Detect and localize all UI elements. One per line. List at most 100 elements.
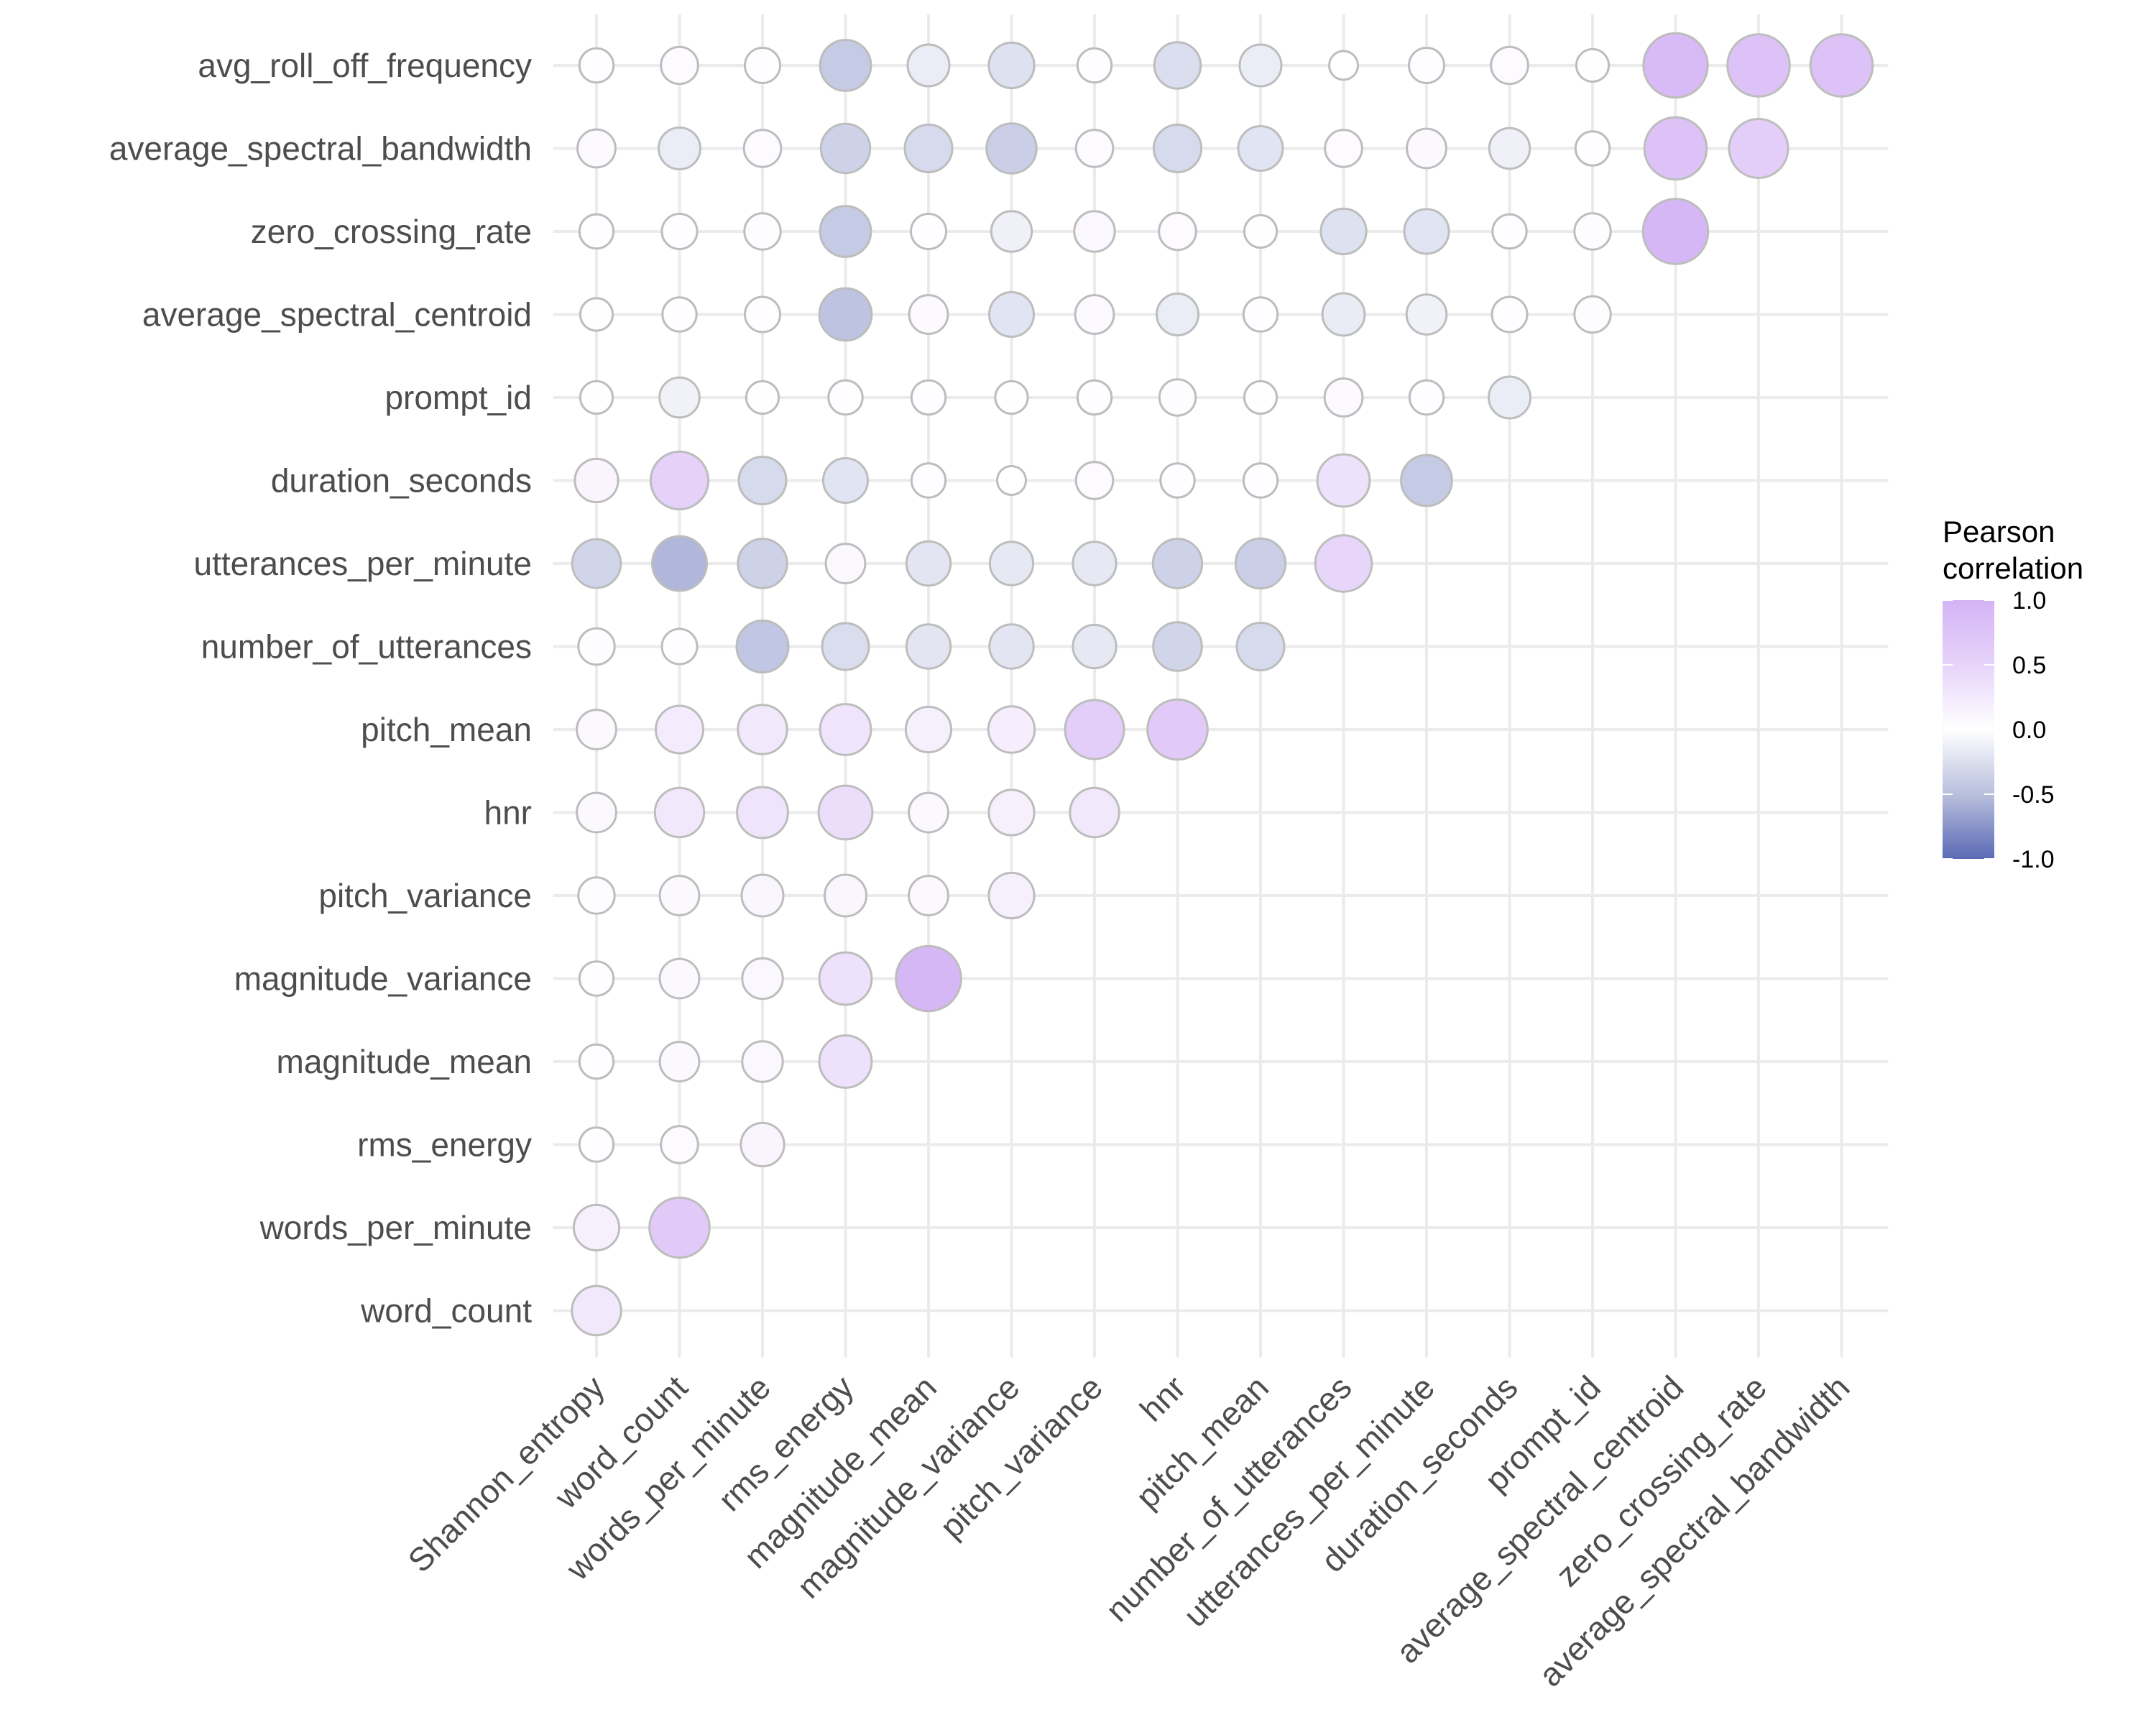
correlation-bubble: avg_roll_off_frequency vs Shannon_entrop… bbox=[578, 47, 615, 84]
correlation-bubble: average_spectral_bandwidth vs pitch_vari… bbox=[1074, 129, 1115, 168]
correlation-bubble: zero_crossing_rate vs prompt_id: 0.04 bbox=[1573, 212, 1612, 251]
correlation-bubble: number_of_utterances vs magnitude_mean: … bbox=[905, 623, 952, 670]
correlation-bubble: average_spectral_bandwidth vs utterances… bbox=[1406, 127, 1447, 170]
correlation-bubble: magnitude_mean vs word_count: 0.08 bbox=[658, 1041, 701, 1082]
correlation-bubble: duration_seconds vs magnitude_variance: … bbox=[996, 465, 1027, 496]
correlation-bubble: rms_energy vs word_count: 0.05 bbox=[660, 1125, 699, 1164]
correlation-bubble: average_spectral_centroid vs duration_se… bbox=[1491, 295, 1529, 334]
correlation-bubble: average_spectral_bandwidth vs hnr: -0.25 bbox=[1153, 124, 1202, 173]
correlation-bubble: average_spectral_centroid vs Shannon_ent… bbox=[579, 297, 614, 332]
correlation-bubble: avg_roll_off_frequency vs magnitude_vari… bbox=[987, 41, 1036, 90]
correlation-bubble: zero_crossing_rate vs magnitude_mean: 0.… bbox=[910, 213, 947, 250]
correlation-bubble: hnr vs pitch_variance: 0.3 bbox=[1069, 786, 1120, 839]
correlation-bubble: rms_energy vs words_per_minute: 0.15 bbox=[740, 1121, 786, 1168]
correlation-bubble: zero_crossing_rate vs word_count: 0.03 bbox=[660, 213, 699, 250]
correlation-bubble: duration_seconds vs utterances_per_minut… bbox=[1400, 454, 1453, 507]
y-axis-label: average_spectral_bandwidth bbox=[109, 130, 532, 167]
correlation-bubble: pitch_mean vs rms_energy: 0.35 bbox=[819, 703, 872, 756]
correlation-bubble: avg_roll_off_frequency vs average_spectr… bbox=[1642, 32, 1709, 99]
correlation-bubble: prompt_id vs duration_seconds: -0.12 bbox=[1488, 375, 1531, 420]
y-axis-label: pitch_mean bbox=[361, 711, 532, 748]
correlation-bubble: pitch_mean vs words_per_minute: 0.3 bbox=[737, 704, 788, 755]
correlation-bubble: utterances_per_minute vs magnitude_varia… bbox=[988, 540, 1035, 586]
y-axis-label: average_spectral_centroid bbox=[142, 296, 532, 334]
correlation-bubble: magnitude_variance vs magnitude_mean: 0.… bbox=[895, 944, 962, 1013]
correlation-bubble: average_spectral_centroid vs word_count:… bbox=[661, 296, 698, 333]
correlation-bubble: duration_seconds vs pitch_mean: 0.02 bbox=[1242, 462, 1279, 499]
y-axis-label: word_count bbox=[360, 1292, 532, 1330]
legend-tick-label: 1.0 bbox=[2012, 587, 2046, 615]
correlation-bubble: word_count vs Shannon_entropy: 0.3 bbox=[571, 1284, 622, 1337]
correlation-bubble: pitch_mean vs word_count: 0.25 bbox=[655, 704, 704, 755]
correlation-bubble: prompt_id vs word_count: -0.09 bbox=[658, 376, 701, 419]
correlation-bubble: avg_roll_off_frequency vs word_count: 0.… bbox=[660, 45, 699, 86]
correlation-bubble: duration_seconds vs magnitude_mean: 0.02 bbox=[910, 462, 947, 499]
correlation-bubble: average_spectral_centroid vs utterances_… bbox=[1405, 293, 1448, 336]
y-axis-label: zero_crossing_rate bbox=[251, 213, 532, 250]
correlation-bubble: hnr vs magnitude_mean: 0.08 bbox=[908, 791, 949, 834]
correlation-bubble: average_spectral_centroid vs prompt_id: … bbox=[1573, 295, 1612, 334]
correlation-bubble: duration_seconds vs rms_energy: -0.18 bbox=[822, 457, 869, 504]
y-axis-label: avg_roll_off_frequency bbox=[198, 47, 532, 84]
correlation-bubble: pitch_variance vs magnitude_mean: 0.08 bbox=[908, 875, 949, 916]
correlation-bubble: utterances_per_minute vs Shannon_entropy… bbox=[571, 538, 622, 589]
legend-title-line1: Pearson bbox=[1943, 515, 2055, 548]
y-axis-label: number_of_utterances bbox=[201, 628, 532, 666]
correlation-bubble: average_spectral_bandwidth vs prompt_id:… bbox=[1574, 130, 1611, 167]
correlation-bubble: duration_seconds vs number_of_utterances… bbox=[1316, 453, 1371, 508]
correlation-bubble: avg_roll_off_frequency vs words_per_minu… bbox=[744, 47, 781, 84]
correlation-bubble: pitch_mean vs Shannon_entropy: 0.08 bbox=[576, 709, 617, 750]
correlation-bubble: pitch_variance vs magnitude_variance: 0.… bbox=[987, 871, 1036, 920]
correlation-bubble: prompt_id vs magnitude_mean: 0.02 bbox=[910, 379, 947, 416]
correlation-bubble: average_spectral_bandwidth vs magnitude_… bbox=[985, 122, 1038, 175]
y-axis-labels: avg_roll_off_frequency average_spectral_b… bbox=[109, 47, 532, 1330]
y-axis-label: magnitude_mean bbox=[277, 1043, 532, 1080]
color-legend: Pearson correlation 1.0 0.5 0.0 -0.5 -1.0 bbox=[1943, 515, 2083, 873]
correlation-bubble: utterances_per_minute vs pitch_variance:… bbox=[1072, 540, 1118, 586]
correlation-bubble: avg_roll_off_frequency vs magnitude_mean… bbox=[906, 43, 951, 88]
y-axis-label: magnitude_variance bbox=[234, 960, 532, 998]
correlation-bubble: number_of_utterances vs rms_energy: -0.2… bbox=[821, 622, 870, 671]
correlation-bubble: number_of_utterances vs magnitude_varian… bbox=[988, 623, 1035, 670]
correlation-bubble: avg_roll_off_frequency vs pitch_variance… bbox=[1076, 47, 1113, 84]
y-axis-label: prompt_id bbox=[384, 379, 532, 416]
correlation-bubble: pitch_mean vs pitch_variance: 0.65 bbox=[1064, 699, 1125, 760]
legend-title-line2: correlation bbox=[1943, 551, 2083, 585]
correlation-bubble: zero_crossing_rate vs magnitude_variance… bbox=[990, 210, 1033, 253]
y-axis-label: rms_energy bbox=[357, 1126, 532, 1164]
y-axis-label: words_per_minute bbox=[259, 1209, 532, 1246]
y-axis-label: pitch_variance bbox=[318, 877, 532, 914]
correlation-bubble: avg_roll_off_frequency vs utterances_per… bbox=[1408, 47, 1445, 84]
correlation-bubble: average_spectral_bandwidth vs words_per_… bbox=[742, 129, 783, 168]
correlation-bubble: avg_roll_off_frequency vs number_of_utte… bbox=[1328, 50, 1359, 81]
correlation-bubble: prompt_id vs hnr: 0.04 bbox=[1158, 378, 1197, 417]
correlation-bubble: number_of_utterances vs words_per_minute… bbox=[735, 620, 790, 673]
correlation-bubble: zero_crossing_rate vs duration_seconds: … bbox=[1491, 213, 1528, 250]
correlation-bubble: pitch_variance vs words_per_minute: 0.12 bbox=[740, 873, 785, 918]
correlation-bubble: magnitude_variance vs rms_energy: 0.4 bbox=[818, 951, 873, 1006]
correlation-bubble: duration_seconds vs Shannon_entropy: 0.1… bbox=[573, 457, 619, 504]
correlation-bubble: utterances_per_minute vs number_of_utter… bbox=[1314, 534, 1373, 593]
correlation-bubble: pitch_mean vs hnr: 0.7 bbox=[1146, 698, 1209, 761]
correlation-bubble: utterances_per_minute vs rms_energy: 0.0… bbox=[824, 543, 867, 584]
correlation-bubble: average_spectral_bandwidth vs zero_cross… bbox=[1728, 118, 1789, 179]
correlation-bubble: prompt_id vs Shannon_entropy: 0.01 bbox=[579, 380, 614, 415]
correlation-bubble: prompt_id vs magnitude_variance: 0.01 bbox=[994, 380, 1029, 415]
correlation-bubble: magnitude_mean vs words_per_minute: 0.1 bbox=[741, 1040, 784, 1083]
legend-tick-label: 0.5 bbox=[2012, 652, 2046, 679]
correlation-bubble: number_of_utterances vs word_count: 0.03 bbox=[660, 627, 699, 666]
y-axis-label: utterances_per_minute bbox=[193, 545, 532, 582]
correlation-bubble: magnitude_variance vs word_count: 0.08 bbox=[658, 957, 701, 1000]
correlation-bubble: avg_roll_off_frequency vs pitch_mean: -0… bbox=[1238, 43, 1283, 88]
correlation-bubble: utterances_per_minute vs words_per_minut… bbox=[737, 538, 788, 589]
correlation-bubble: zero_crossing_rate vs utterances_per_min… bbox=[1403, 208, 1450, 255]
legend-tick-label: 0.0 bbox=[2012, 717, 2046, 744]
legend-tick-label: -1.0 bbox=[2012, 846, 2055, 873]
correlation-bubble: average_spectral_bandwidth vs duration_s… bbox=[1488, 126, 1531, 170]
correlation-bubble: magnitude_mean vs Shannon_entropy: 0.02 bbox=[578, 1043, 615, 1080]
correlation-bubble: magnitude_variance vs Shannon_entropy: 0… bbox=[578, 960, 615, 997]
correlation-bubble: duration_seconds vs hnr: 0.02 bbox=[1159, 462, 1196, 499]
correlation-bubble: rms_energy vs Shannon_entropy: 0.02 bbox=[578, 1126, 615, 1163]
correlation-bubble: zero_crossing_rate vs Shannon_entropy: 0… bbox=[578, 213, 615, 250]
